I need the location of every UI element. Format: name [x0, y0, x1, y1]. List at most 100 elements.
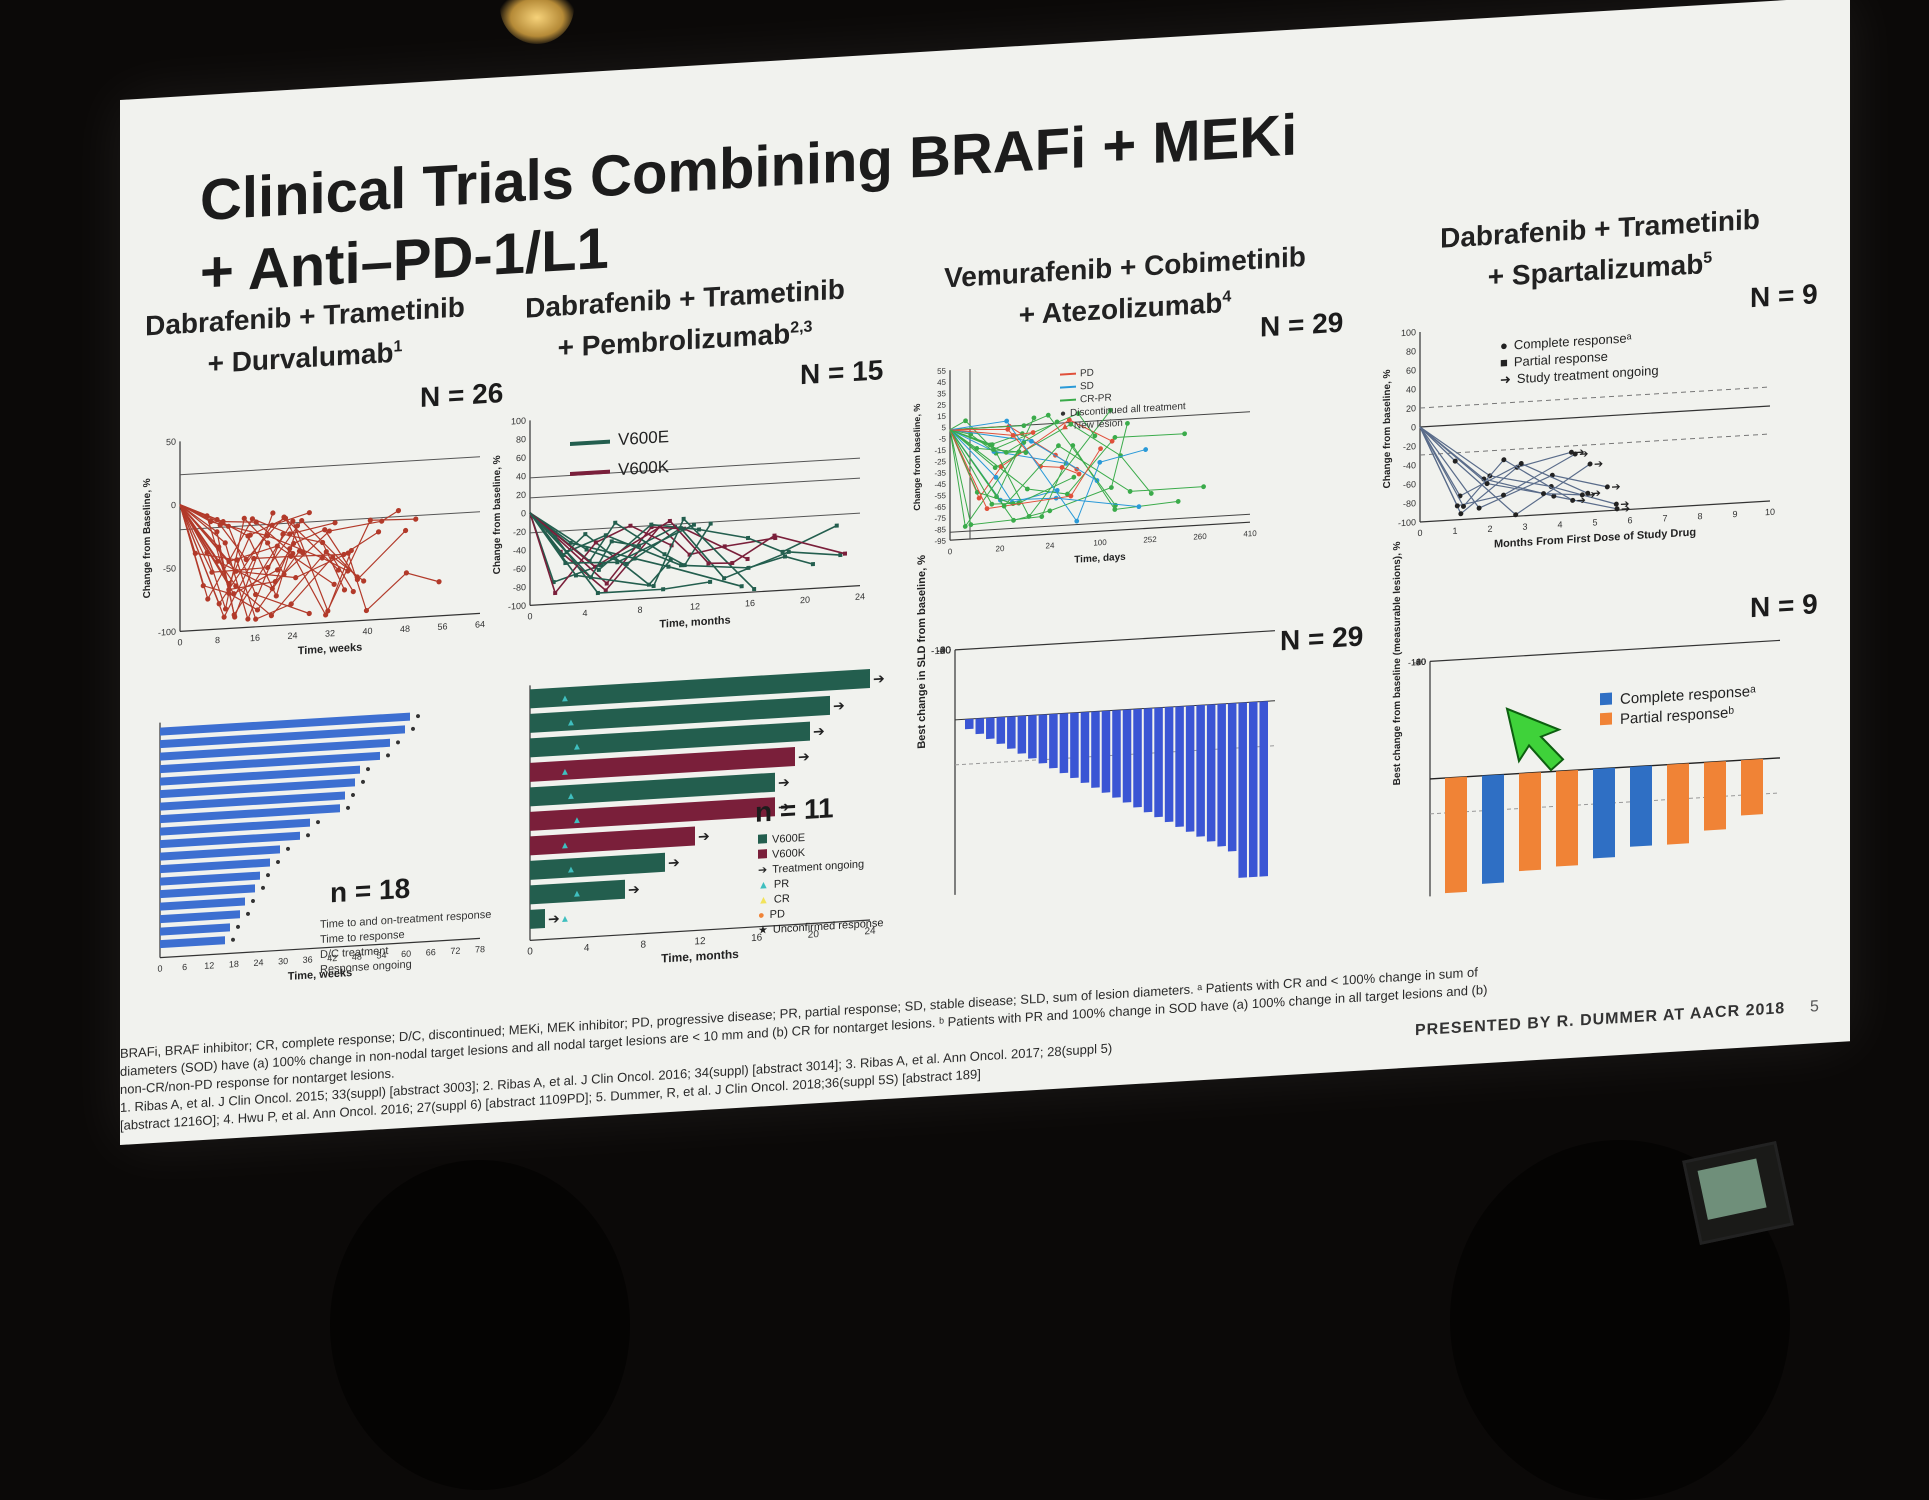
data-point: [730, 560, 735, 566]
x-tick-label: 4: [582, 608, 587, 618]
data-point: [1023, 450, 1029, 455]
data-point: [993, 474, 999, 480]
data-point: [322, 527, 328, 533]
response-ongoing-marker: [266, 873, 270, 878]
data-point: [1108, 485, 1114, 490]
data-point: [989, 501, 995, 507]
x-tick-label: 16: [751, 932, 763, 944]
legend-swatch: [1060, 372, 1076, 376]
pr-marker: ▲: [566, 864, 576, 876]
patient-trace: [949, 429, 1179, 526]
x-tick-label: 42: [327, 953, 337, 964]
pr-marker: ▲: [566, 791, 576, 803]
treatment-ongoing-arrow: ➔: [628, 881, 640, 898]
data-point: [667, 518, 672, 524]
legend-label: PR: [773, 877, 790, 891]
legend-swatch: [758, 834, 767, 844]
data-point: [253, 519, 259, 525]
data-point: [367, 517, 373, 523]
patient-trace: [1419, 426, 1591, 516]
data-point: [1518, 461, 1524, 467]
x-axis: [160, 937, 480, 959]
response-ongoing-marker: [276, 860, 280, 865]
waterfall-bar: [1143, 708, 1153, 813]
x-axis-label: Time, weeks: [288, 967, 353, 983]
treatment-ongoing-arrow: ➔: [548, 910, 560, 927]
waterfall-bar: [1091, 711, 1100, 788]
y-tick-label: 0: [171, 500, 176, 510]
swimmer-bar: [530, 747, 795, 782]
treatment-ongoing-arrow: ➔: [698, 828, 710, 845]
legend-swatch: [758, 849, 767, 859]
y-tick-label: -60: [937, 645, 952, 657]
patient-trace: [1419, 426, 1618, 510]
threshold-line: [1420, 386, 1770, 409]
waterfall-bar: [1154, 707, 1163, 818]
y-tick-label: 60: [516, 453, 526, 464]
x-tick-label: 24: [855, 591, 865, 602]
data-point: [1010, 432, 1016, 438]
y-tick-label: -80: [513, 582, 526, 593]
x-tick-label: 18: [229, 959, 239, 970]
swimmer-bar: [160, 923, 230, 936]
triangle-icon: ▲: [758, 879, 769, 892]
data-point: [209, 569, 215, 575]
ongoing-arrow: ➔: [1575, 446, 1584, 459]
data-point: [1454, 503, 1460, 509]
data-point: [1054, 419, 1060, 425]
y-tick-label: -50: [163, 563, 176, 574]
data-point: [1604, 484, 1610, 490]
data-point: [1068, 493, 1074, 499]
panel2-spider-plot: 0 4 8 12 16 20 24 100 80 60 40 20 0 -20 -40 -60 -80 -100 T…: [492, 390, 870, 642]
panel1-n: N = 26: [420, 377, 504, 413]
legend-label: CR-PR: [1080, 392, 1112, 406]
data-point: [379, 518, 385, 524]
y-tick-label: -40: [1403, 460, 1416, 471]
data-point: [1513, 512, 1519, 518]
data-point: [1484, 481, 1490, 487]
data-point: [682, 562, 687, 568]
panel2-swimmer-legend: V600E V600K ➔ Treatment ongoing ▲ PR ▲ CR ●…: [758, 826, 884, 939]
data-point: [274, 543, 280, 549]
data-point: [708, 521, 713, 526]
panel4-n-bottom: N = 9: [1750, 588, 1818, 624]
y-tick-label: -60: [513, 564, 526, 575]
data-point: [843, 551, 847, 556]
data-point: [984, 506, 990, 512]
data-point: [319, 555, 325, 561]
y-tick-label: -40: [513, 545, 526, 556]
x-tick-label: 36: [303, 954, 313, 965]
x-tick-label: 4: [584, 943, 590, 954]
x-tick-label: 0: [1417, 528, 1422, 538]
y-tick-label: 60: [1416, 657, 1426, 668]
data-point: [1097, 459, 1103, 465]
panel2-spider-legend: V600E V600K: [570, 422, 669, 488]
y-tick-label: 40: [1416, 657, 1426, 668]
waterfall-bar: [1017, 715, 1027, 754]
waterfall-bar: [1206, 704, 1216, 842]
data-point: [1092, 433, 1098, 439]
data-point: [265, 564, 271, 571]
phone-screen: [1697, 1158, 1767, 1220]
pr-marker: ▲: [560, 840, 570, 852]
y-tick-label: 50: [166, 437, 176, 448]
y-tick-label: -100: [508, 601, 526, 612]
pr-marker: ▲: [560, 914, 570, 926]
ongoing-arrow: ➔: [1620, 498, 1629, 511]
waterfall-bar: [1248, 701, 1258, 878]
data-point: [651, 583, 656, 589]
data-point: [1075, 411, 1081, 416]
waterfall-bar: [1133, 708, 1142, 808]
swimmer-bar: [530, 695, 830, 733]
data-point: [1059, 464, 1065, 470]
data-point: [1551, 493, 1557, 499]
panel3-title-sup: 4: [1222, 288, 1232, 306]
patient-trace: [179, 504, 310, 606]
data-point: [268, 613, 275, 619]
x-axis: [180, 612, 480, 632]
data-point: [739, 584, 744, 589]
waterfall-bar: [1028, 715, 1037, 759]
legend-swatch-v600e: [570, 439, 610, 446]
legend-label: V600E: [618, 427, 670, 450]
legend-label: PD: [769, 908, 785, 922]
